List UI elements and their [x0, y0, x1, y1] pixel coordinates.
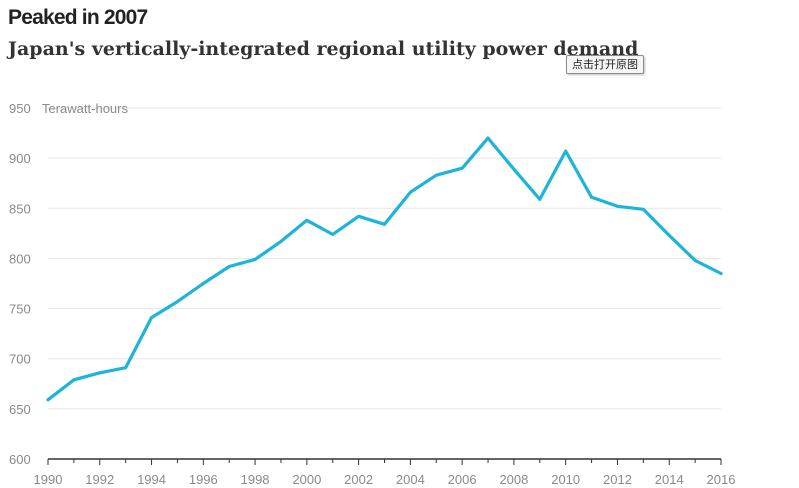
x-tick-label: 2006	[448, 472, 477, 487]
data-point	[357, 214, 361, 218]
data-point	[46, 398, 50, 402]
data-point	[408, 190, 412, 194]
data-point	[253, 258, 257, 261]
series-layer	[46, 136, 723, 402]
x-tick-label: 1994	[137, 472, 166, 487]
chart-subtitle: Japan's vertically-integrated regional u…	[8, 38, 639, 60]
y-tick-label: 750	[9, 302, 31, 317]
y-tick-label: 950	[9, 101, 31, 116]
data-point	[538, 197, 542, 201]
x-tick-label: 2000	[292, 472, 321, 487]
data-point	[512, 167, 516, 171]
x-axis: 1990 1992 1994 1996 1998 2000 2002 2004 2006 2008…	[34, 458, 736, 487]
y-tick-label: 600	[9, 452, 31, 467]
data-point	[98, 371, 102, 375]
x-tick-label: 1996	[189, 472, 218, 487]
data-point	[279, 239, 283, 243]
x-tick-label: 2016	[707, 472, 736, 487]
data-point	[590, 195, 593, 199]
x-tick-label: 1992	[85, 472, 114, 487]
y-tick-label: 650	[9, 402, 31, 417]
chart-title: Peaked in 2007	[8, 6, 148, 29]
data-point	[305, 218, 309, 222]
x-tick-label: 1990	[34, 472, 63, 487]
data-point	[383, 222, 386, 226]
data-point	[434, 173, 438, 177]
data-point	[331, 232, 335, 236]
data-point	[641, 207, 645, 211]
x-tick-label: 2012	[603, 472, 632, 487]
series-line	[46, 136, 723, 402]
x-tick-label: 2002	[344, 472, 373, 487]
x-tick-label: 2010	[551, 472, 580, 487]
data-point	[201, 282, 205, 285]
y-tick-label: 800	[9, 251, 31, 266]
data-point	[486, 136, 490, 140]
x-tick-label: 2014	[655, 472, 684, 487]
data-point	[176, 300, 179, 303]
data-point	[72, 378, 76, 382]
data-point	[719, 272, 723, 275]
data-point	[460, 166, 464, 170]
data-point	[564, 149, 568, 153]
y-tick-label: 850	[9, 201, 31, 216]
y-tick-label: 700	[9, 352, 31, 367]
x-tick-label: 2004	[396, 472, 425, 487]
data-point	[693, 259, 697, 262]
y-axis-ticks: 600 650 700 750 800 850 900 950 Terawatt-hours	[9, 101, 128, 467]
x-tick-label: 2008	[499, 472, 528, 487]
data-point	[227, 265, 231, 268]
y-axis-unit-label: Terawatt-hours	[42, 101, 128, 116]
data-point	[124, 366, 128, 370]
data-point	[667, 233, 671, 237]
gridlines	[48, 107, 721, 410]
data-point	[150, 316, 153, 319]
x-tick-label: 1998	[241, 472, 270, 487]
y-tick-label: 900	[9, 151, 31, 166]
data-point	[616, 204, 619, 208]
open-original-image-button[interactable]: 点击打开原图	[566, 55, 644, 74]
